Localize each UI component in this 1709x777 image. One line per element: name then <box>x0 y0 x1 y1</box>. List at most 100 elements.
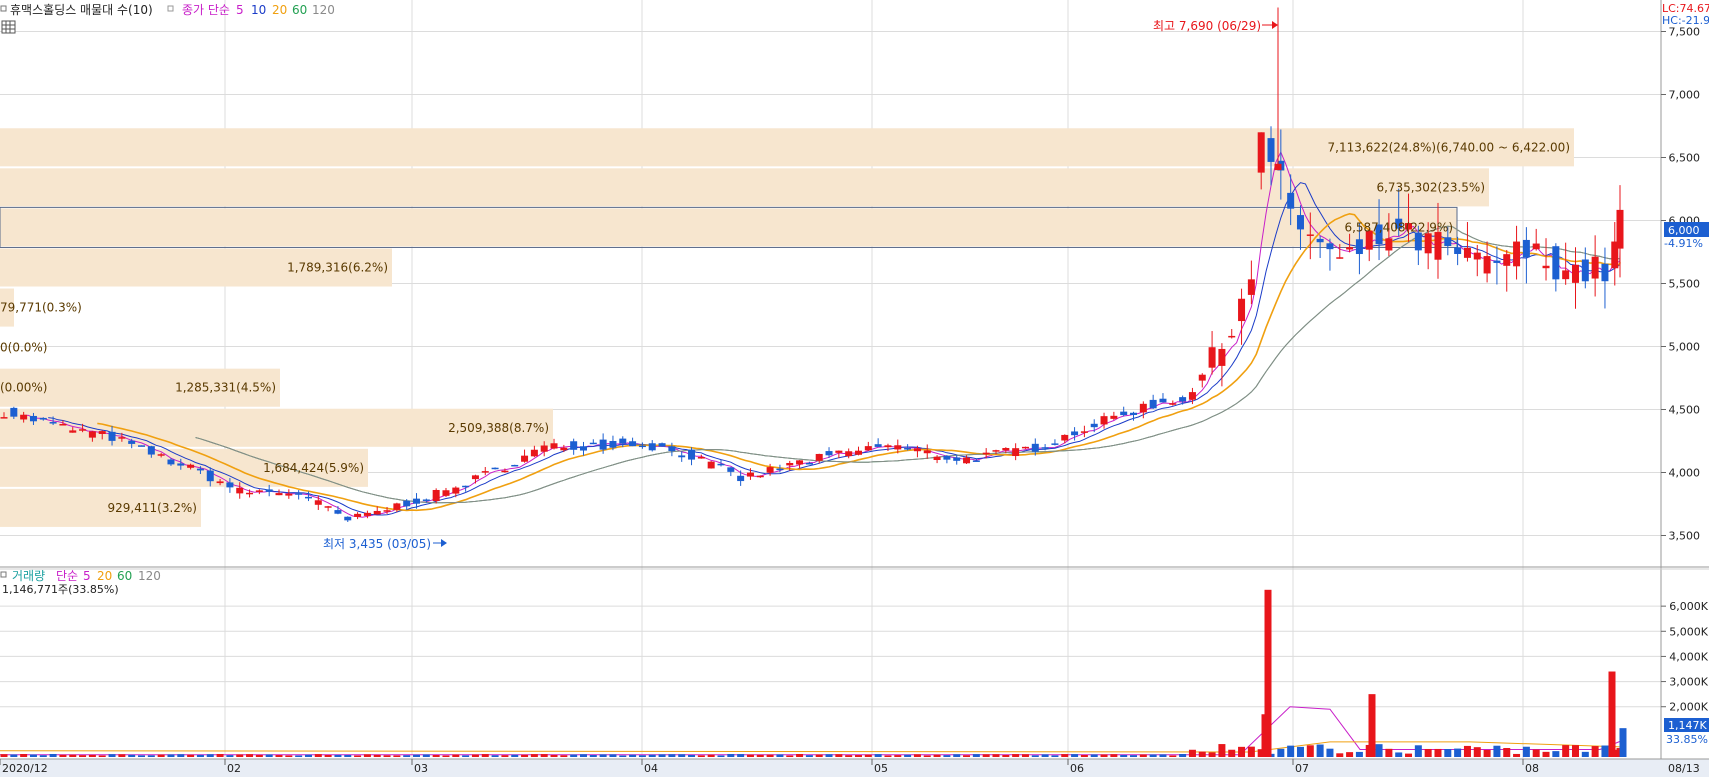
volume-bar <box>265 754 273 757</box>
candle <box>1346 247 1354 250</box>
candle <box>1513 241 1521 267</box>
candle <box>1611 241 1619 269</box>
low-annotation: 최저 3,435 (03/05) <box>323 537 431 551</box>
volume-bar <box>550 754 558 757</box>
volume-legend-period-20: 20 <box>97 569 112 583</box>
candle <box>59 424 67 426</box>
volume-bar <box>157 754 165 757</box>
volume-bar <box>1346 752 1354 757</box>
volume-bar <box>1414 745 1422 757</box>
moving-average-lines <box>0 150 1626 756</box>
candle <box>1375 224 1383 245</box>
candle <box>422 499 430 501</box>
volume-bar <box>1238 746 1246 757</box>
high-annotation: 최고 7,690 (06/29) <box>1153 19 1261 33</box>
volume-profile-band <box>0 248 392 287</box>
volume-bar <box>884 755 892 757</box>
volume-bar <box>246 754 254 757</box>
candle <box>403 500 411 507</box>
volume-bar <box>1061 754 1069 757</box>
volume-bar <box>88 754 96 757</box>
candle <box>1405 223 1413 230</box>
candle <box>295 493 303 495</box>
y-tick-label: 7,500 <box>1669 26 1701 39</box>
candle <box>579 446 587 451</box>
volume-bar <box>579 754 587 757</box>
volume-bar <box>1031 755 1039 757</box>
candle <box>540 445 548 452</box>
volume-bar <box>786 755 794 757</box>
volume-bar <box>147 755 155 757</box>
candle <box>1395 218 1403 229</box>
volume-profile-label: 6,735,302(23.5%) <box>1376 180 1485 194</box>
candle <box>884 445 892 448</box>
volume-bar <box>206 754 214 757</box>
candle <box>874 444 882 447</box>
volume-bar <box>10 754 18 757</box>
x-axis: 2020/12 02 03 04 05 06 07 08 08/13 <box>0 759 1700 775</box>
legend-period-10: 10 <box>251 3 266 17</box>
volume-bar <box>1218 744 1226 757</box>
volume-bar <box>393 755 401 757</box>
volume-bar <box>609 754 617 757</box>
x-tick-label: 05 <box>874 762 888 775</box>
candle <box>108 431 116 441</box>
volume-bar <box>491 755 499 757</box>
volume-bar <box>226 755 234 757</box>
volume-panel[interactable] <box>0 567 1661 759</box>
price-tag: 6,000 <box>1668 224 1700 237</box>
candle <box>1090 423 1098 428</box>
volume-bar <box>1395 752 1403 757</box>
volume-legend-marker[interactable] <box>0 571 7 578</box>
candle <box>923 450 931 454</box>
volume-profile-label: (0.00%) <box>0 381 47 395</box>
volume-bar <box>599 754 607 757</box>
volume-current-tag: 1,147K <box>1668 719 1707 732</box>
volume-bar <box>1071 754 1079 757</box>
volume-bar <box>540 754 548 757</box>
candle <box>196 468 204 471</box>
volume-bar <box>530 754 538 757</box>
volume-last-bar <box>1619 728 1627 757</box>
price-legend-marker[interactable] <box>0 5 7 12</box>
volume-bar <box>177 754 185 757</box>
candles <box>0 7 1624 522</box>
volume-bar <box>1522 746 1530 757</box>
candle <box>373 510 381 515</box>
candle <box>1414 232 1422 251</box>
candle <box>1454 247 1462 254</box>
candle <box>1100 416 1108 425</box>
volume-bar <box>1041 754 1049 757</box>
table-grid-icon[interactable] <box>1 20 16 34</box>
candle <box>1296 215 1304 230</box>
candle <box>1198 374 1206 381</box>
candle <box>1326 243 1334 250</box>
candle <box>825 451 833 456</box>
volume-bar <box>167 754 175 757</box>
volume-bar <box>1051 755 1059 757</box>
volume-bar <box>1228 749 1236 757</box>
candle <box>354 513 362 517</box>
ma-20-line <box>97 212 1621 512</box>
volume-profile-band <box>0 168 1489 207</box>
volume-bar <box>39 755 47 757</box>
volume-profile-band <box>0 368 280 407</box>
volume-bar <box>1306 745 1314 757</box>
volume-current-pct: 33.85% <box>1666 733 1708 746</box>
candle <box>1218 348 1226 366</box>
candle <box>138 445 146 447</box>
volume-bar <box>854 755 862 757</box>
candle <box>147 446 155 455</box>
volume-bar <box>1198 751 1206 757</box>
candle <box>1542 265 1550 269</box>
volume-bar <box>727 754 735 757</box>
y-tick-label: 7,000 <box>1669 89 1701 102</box>
y-tick-label: 4,500 <box>1669 404 1701 417</box>
volume-bar <box>1434 748 1442 757</box>
volume-bar <box>354 755 362 757</box>
candle <box>442 490 450 496</box>
volume-bar <box>1454 748 1462 757</box>
volume-bar <box>1503 748 1511 757</box>
x-end-label: 08/13 <box>1668 762 1700 775</box>
